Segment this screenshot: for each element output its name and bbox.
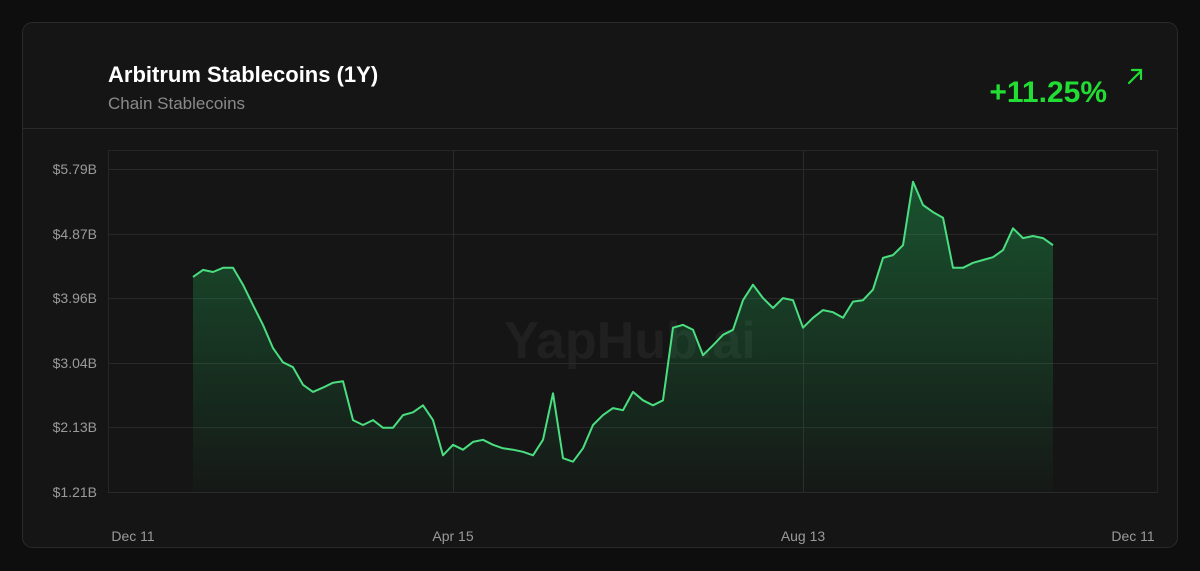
x-tick-label: Dec 11 bbox=[111, 528, 155, 544]
change-value: +11.25% bbox=[989, 76, 1107, 109]
x-tick-label: Dec 11 bbox=[1111, 528, 1155, 544]
up-arrow-icon bbox=[1127, 68, 1143, 85]
y-tick-label: $3.04B bbox=[53, 355, 97, 371]
y-tick-label: $1.21B bbox=[53, 484, 97, 500]
chart-title: Arbitrum Stablecoins (1Y) bbox=[108, 62, 378, 87]
line bbox=[192, 180, 1054, 463]
y-tick-label: $5.79B bbox=[53, 161, 97, 177]
y-tick-label: $4.87B bbox=[53, 226, 97, 242]
x-tick-label: Aug 13 bbox=[781, 528, 826, 544]
plot-area: $1.21B $2.13B $3.04B $3.96B $4.87B $5.79B Dec … bbox=[53, 150, 1158, 544]
y-tick-label: $3.96B bbox=[53, 290, 97, 306]
chart-subtitle: Chain Stablecoins bbox=[108, 94, 245, 113]
y-tick-label: $2.13B bbox=[53, 419, 97, 435]
x-tick-label: Apr 15 bbox=[432, 528, 473, 544]
